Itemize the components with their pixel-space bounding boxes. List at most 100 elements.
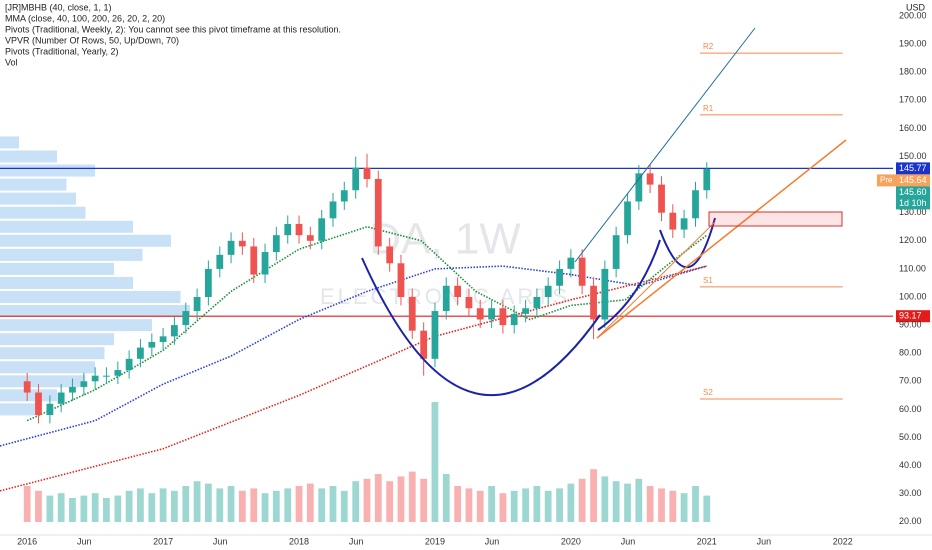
cup-right	[597, 239, 661, 331]
candle-body	[171, 325, 178, 337]
volume-bar	[567, 483, 575, 522]
volume-bar	[601, 476, 609, 522]
volume-bar	[703, 495, 711, 522]
candle-body	[103, 375, 110, 377]
candle-body	[522, 308, 529, 314]
y-tick-label: 110.00	[899, 263, 926, 273]
candle-body	[658, 184, 665, 213]
volume-bar	[103, 498, 110, 522]
candle-body	[544, 285, 552, 298]
vpvr-bar	[0, 276, 133, 289]
candle-body	[340, 190, 348, 202]
volume-bar	[646, 486, 654, 522]
under-layer	[0, 136, 711, 522]
vpvr-bar	[0, 150, 57, 163]
vpvr-bar	[0, 220, 133, 233]
volume-bar	[533, 486, 541, 522]
candle-body	[80, 381, 88, 387]
volume-bar	[148, 493, 156, 522]
volume-bar	[182, 486, 190, 522]
volume-bar	[488, 486, 496, 522]
volume-bar	[329, 486, 337, 522]
vpvr-bar	[0, 319, 152, 332]
volume-bar	[193, 481, 201, 522]
candle-body	[567, 257, 575, 269]
volume-bar	[318, 488, 326, 522]
y-tick-label: 120.00	[899, 235, 927, 245]
vpvr-bar	[0, 333, 114, 346]
candle-body	[23, 381, 31, 393]
pre-price-label: 145.64	[899, 175, 927, 185]
volume-bar	[386, 481, 394, 522]
level-tag-label: 145.77	[899, 163, 927, 173]
volume-bar	[476, 490, 484, 522]
candle-body	[397, 263, 405, 298]
volume-bar	[692, 486, 699, 522]
cup-curve	[361, 257, 601, 397]
candle-body	[624, 201, 631, 236]
volume-bar	[658, 488, 665, 522]
volume-bar	[69, 498, 76, 522]
candle-body	[272, 235, 280, 253]
volume-bar	[137, 488, 144, 522]
volume-bar	[227, 486, 235, 522]
vpvr-bar	[0, 178, 67, 191]
x-tick-label: 2016	[17, 536, 37, 546]
pivot-label: R1	[703, 104, 714, 113]
vpvr-bar	[0, 234, 171, 247]
volume-bar	[272, 490, 280, 522]
handle-curve	[659, 217, 716, 268]
candle-body	[250, 246, 258, 275]
volume-bar	[442, 474, 450, 522]
candle-body	[601, 268, 609, 320]
x-tick-label: 2022	[833, 536, 853, 546]
candle-body	[352, 167, 360, 191]
pivot-label: S1	[703, 276, 713, 285]
candle-body	[703, 168, 711, 191]
volume-bar	[590, 469, 597, 522]
vpvr-bar	[0, 361, 95, 374]
plot: R2 R1 S1 S2	[0, 42, 893, 492]
volume-bar	[238, 490, 246, 522]
pre-tag-label: Pre	[880, 176, 893, 185]
volume-bar	[295, 486, 303, 522]
legend-line: [JR]MBHB (40, close, 1, 1)	[5, 2, 112, 12]
vpvr-bar	[0, 136, 19, 149]
candle-body	[91, 375, 99, 382]
candle-body	[420, 330, 428, 359]
last-price-label: 145.60	[899, 187, 927, 197]
candle-body	[159, 336, 167, 342]
candle-body	[669, 212, 677, 230]
candle-body	[374, 178, 382, 247]
countdown: 1d 10h	[899, 198, 927, 208]
volume-bar	[544, 490, 552, 522]
level-tag-label: 93.17	[899, 311, 922, 321]
x-tick-label: Jun	[485, 536, 500, 546]
candle-body	[488, 308, 496, 320]
x-tick-label: 2021	[697, 536, 717, 546]
volume-bar	[171, 490, 178, 522]
candle-body	[533, 297, 541, 309]
volume-bar	[556, 488, 563, 522]
vpvr-bar	[0, 192, 76, 205]
y-tick-label: 30.00	[899, 488, 922, 498]
volume-bar	[522, 488, 529, 522]
watermark: DA, 1W	[369, 215, 521, 264]
volume-bar	[114, 495, 122, 522]
volume-bar	[35, 490, 42, 522]
trend-line-orange	[596, 139, 847, 339]
candle-body	[386, 246, 394, 264]
volume-bar	[125, 490, 133, 522]
volume-bar	[578, 478, 586, 522]
volume-bar	[284, 488, 292, 522]
candle-body	[499, 308, 507, 326]
x-tick-label: Jun	[621, 536, 636, 546]
x-tick-label: 2017	[153, 536, 173, 546]
y-tick-label: 50.00	[899, 432, 922, 442]
trend-line	[574, 27, 756, 263]
candle-body	[680, 218, 688, 230]
candle-body	[318, 218, 326, 241]
volume-bar	[261, 493, 269, 522]
candle-body	[590, 285, 597, 320]
